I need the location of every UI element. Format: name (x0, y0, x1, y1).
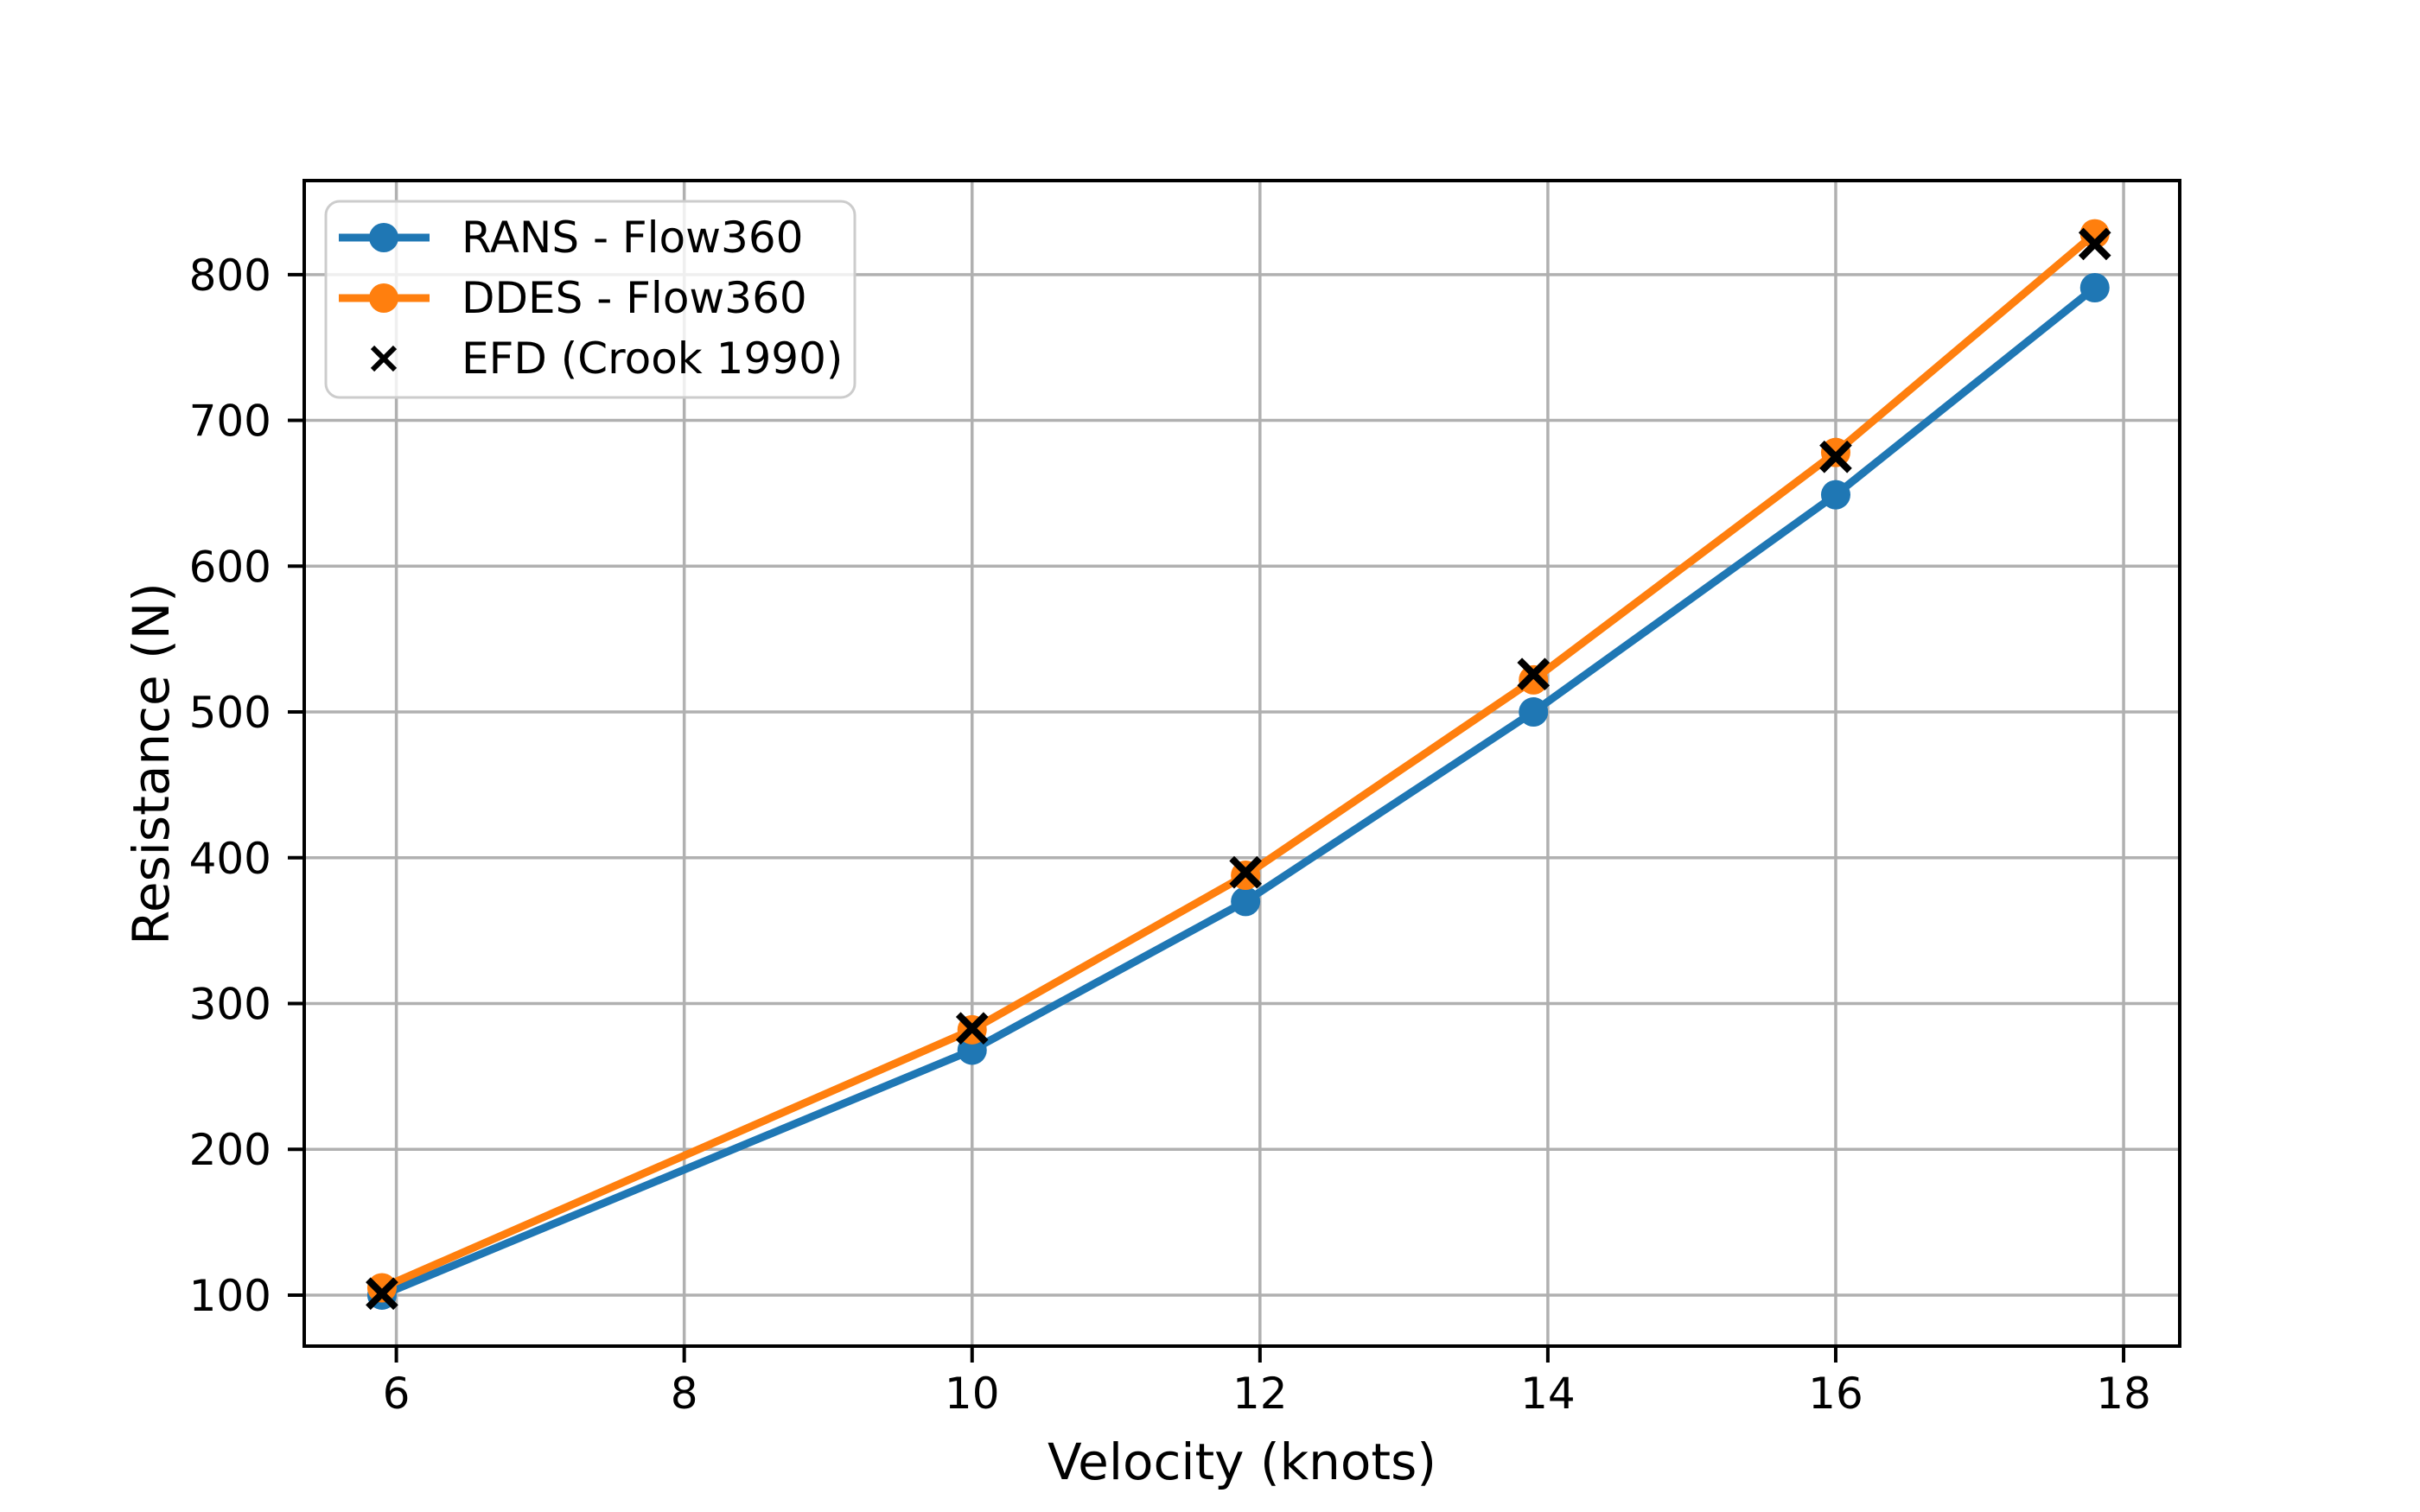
data-series (366, 219, 2111, 1311)
gridlines (304, 181, 2180, 1346)
y-tick-label: 500 (189, 688, 271, 738)
x-marker-efd-crook-1990 (1517, 658, 1551, 690)
x-tick-label: 18 (2096, 1369, 2151, 1419)
legend-label: DDES - Flow360 (462, 273, 807, 323)
y-tick-label: 400 (189, 834, 271, 884)
y-tick-label: 700 (189, 397, 271, 447)
legend: RANS - Flow360 DDES - Flow360 EFD (Crook 1… (324, 200, 857, 399)
x-marker-efd-crook-1990 (2078, 227, 2111, 261)
y-tick-label: 200 (189, 1125, 271, 1175)
x-tick-label: 12 (1232, 1369, 1288, 1419)
legend-item-rans-flow360: RANS - Flow360 (339, 213, 803, 263)
x-tick-label: 16 (1808, 1369, 1863, 1419)
data-point-marker-rans-flow360 (957, 1035, 987, 1065)
series-efd-crook-1990 (366, 227, 2111, 1311)
x-axis-label: Velocity (knots) (1048, 1433, 1436, 1491)
x-tick-label: 8 (671, 1369, 698, 1419)
x-tick-label: 14 (1520, 1369, 1576, 1419)
data-point-marker-rans-flow360 (1519, 697, 1549, 727)
data-point-marker-ddes-flow360 (1519, 664, 1549, 695)
x-tick-label: 10 (945, 1369, 1000, 1419)
series-line-ddes-flow360 (378, 230, 2099, 1293)
series-line-rans-flow360 (378, 283, 2099, 1299)
series-rans-flow360 (366, 273, 2110, 1310)
y-axis-label: Resistance (N) (122, 582, 181, 945)
y-tick-label: 100 (189, 1271, 271, 1321)
legend-circle-marker (369, 283, 398, 313)
data-point-marker-rans-flow360 (1820, 480, 1850, 510)
x-marker-efd-crook-1990 (1819, 440, 1852, 473)
y-tick-label: 800 (189, 251, 271, 301)
x-marker-efd-crook-1990 (1229, 855, 1262, 889)
y-tick-label: 300 (189, 979, 271, 1029)
x-tick-label: 6 (383, 1369, 411, 1419)
x-marker-efd-crook-1990 (955, 1012, 989, 1045)
legend-item-efd-crook-1990: EFD (Crook 1990) (370, 334, 843, 384)
axes: 6 8 10 12 14 16 18 100 200 300 400 500 600 700 800 (189, 179, 2181, 1419)
data-point-marker-rans-flow360 (1231, 886, 1261, 917)
legend-x-marker (370, 345, 398, 372)
data-point-marker-rans-flow360 (2079, 273, 2110, 303)
legend-item-ddes-flow360: DDES - Flow360 (339, 273, 807, 323)
legend-box (324, 200, 857, 399)
data-point-marker-ddes-flow360 (366, 1273, 397, 1303)
y-tick-label: 600 (189, 542, 271, 592)
legend-label: RANS - Flow360 (462, 213, 803, 263)
x-marker-efd-crook-1990 (366, 1277, 398, 1311)
plot-border (302, 179, 2181, 1348)
legend-label: EFD (Crook 1990) (462, 334, 843, 384)
legend-circle-marker (369, 223, 398, 252)
